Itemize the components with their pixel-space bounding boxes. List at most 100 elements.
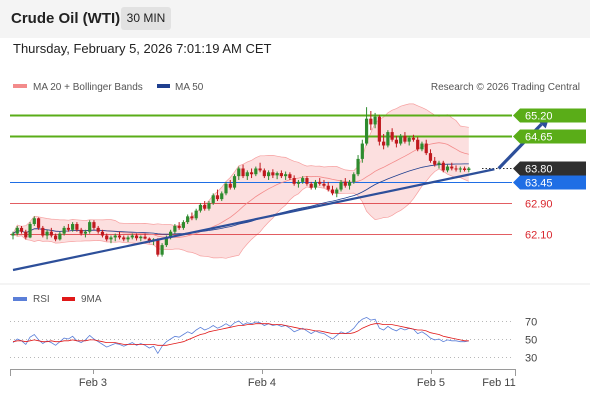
ma20-legend-swatch [13, 84, 27, 88]
candle-body [420, 143, 424, 150]
interval-selector[interactable]: 30 MIN [121, 7, 171, 30]
candle-body [377, 116, 381, 142]
candle-body [207, 202, 211, 209]
candle-body [232, 176, 237, 188]
candle-body [318, 181, 322, 184]
support-trendline [12, 168, 495, 272]
candle-body [36, 218, 41, 228]
candle-body [292, 178, 296, 184]
candle-body [215, 195, 220, 200]
candle-body [71, 224, 75, 230]
candle-body [467, 168, 471, 171]
x-tick-label: Feb 11 [482, 377, 515, 389]
candle-body [428, 153, 433, 161]
level-label-63.80: 63.80 [525, 164, 553, 176]
candle-body [203, 204, 207, 209]
candle-body [441, 162, 445, 171]
candle-body [284, 174, 288, 177]
candle-body [296, 181, 301, 184]
candle-body [66, 227, 70, 230]
candle-body [301, 178, 305, 182]
price-level-labels: 65.20 64.65 63.80 63.45 62.90 62.10 [513, 108, 586, 242]
candle-body [258, 168, 262, 171]
candle-body [41, 227, 45, 236]
candle-body [275, 173, 279, 176]
candle-body [330, 189, 335, 194]
candle-body [433, 160, 437, 165]
rsi-line [12, 316, 469, 355]
candle-body [424, 143, 428, 154]
x-tick-label: Feb 5 [417, 377, 445, 389]
candle-body [160, 245, 164, 255]
candle-body [313, 181, 318, 188]
candle-body [394, 139, 398, 144]
candle-body [24, 231, 28, 238]
bollinger-bands [12, 103, 469, 259]
level-label-64.65: 64.65 [525, 132, 553, 144]
candle-body [117, 235, 122, 238]
candle-body [32, 218, 36, 225]
candle-body [271, 172, 275, 176]
level-tag-65.20 [513, 108, 586, 123]
candle-body [54, 235, 58, 240]
candle-body [352, 174, 356, 182]
rsi-legend-swatch [13, 297, 27, 301]
ma50-legend-swatch [157, 84, 170, 88]
candle-body [15, 227, 19, 234]
candle-body [143, 236, 147, 239]
candle-body [241, 168, 245, 177]
candle-body [437, 162, 441, 165]
candle-body [390, 132, 394, 140]
ma50-legend-label: MA 50 [175, 82, 204, 93]
candle-body [45, 231, 49, 236]
rsi-tick-label: 70 [525, 317, 537, 329]
candle-body [237, 168, 241, 177]
candle-body [96, 227, 100, 232]
candle-body [147, 238, 151, 242]
candle-body [262, 170, 266, 177]
candle-body [105, 235, 109, 240]
level-label-62.10: 62.10 [525, 230, 553, 242]
x-tick-label: Feb 4 [248, 377, 276, 389]
candle-body [347, 181, 352, 186]
candle-body [356, 158, 360, 175]
level-label-63.45: 63.45 [525, 178, 553, 190]
candle-body [83, 231, 88, 234]
candle-body [169, 231, 173, 238]
x-axis: Feb 3 Feb 4 Feb 5 Feb 11 [10, 369, 516, 389]
candle-body [339, 181, 343, 190]
level-label-62.90: 62.90 [525, 199, 553, 211]
candle-body [305, 178, 309, 184]
candle-body [130, 235, 134, 238]
price-levels [10, 114, 512, 235]
candle-body [224, 183, 228, 194]
candle-body [454, 168, 458, 170]
bollinger-lower [12, 168, 469, 259]
instrument-title: Crude Oil (WTI) [11, 10, 121, 27]
candle-body [386, 132, 390, 146]
candle-body [322, 183, 326, 186]
rsi-legend-label: RSI [33, 294, 50, 305]
candle-body [220, 193, 224, 200]
candle-body [416, 139, 420, 150]
candle-body [28, 224, 32, 238]
candle-body [139, 236, 143, 239]
candle-body [450, 166, 454, 169]
level-tag-64.65 [513, 129, 586, 144]
candle-body [173, 225, 177, 232]
candle-body [194, 210, 198, 219]
candle-body [126, 237, 130, 240]
level-tag-63.45 [513, 175, 586, 190]
candle-body [190, 216, 194, 219]
candle-body [267, 172, 271, 177]
candle-body [373, 116, 377, 125]
candle-body [254, 168, 258, 175]
candle-body [382, 141, 386, 146]
candle-body [58, 233, 62, 240]
rsi-panel: 70 50 30 [10, 317, 537, 365]
candle-body [249, 172, 254, 175]
watermark: Research © 2026 Trading Central [431, 82, 580, 93]
candle-body [360, 143, 364, 159]
candle-body [156, 239, 160, 255]
bollinger-band-area [13, 103, 469, 259]
